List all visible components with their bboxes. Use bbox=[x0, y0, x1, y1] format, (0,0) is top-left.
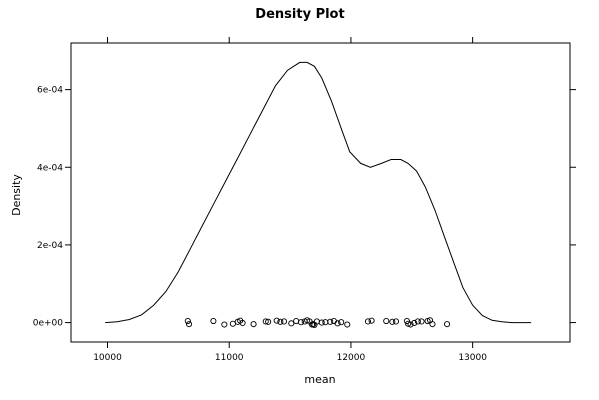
rug-point bbox=[322, 319, 329, 326]
density-line bbox=[105, 61, 532, 324]
y-tick-label: 6e-04 bbox=[37, 86, 63, 96]
rug-point bbox=[280, 318, 288, 325]
rug-point bbox=[368, 317, 375, 324]
plot-frame bbox=[70, 42, 571, 343]
rug-point bbox=[277, 318, 284, 325]
rug-point bbox=[265, 318, 272, 325]
rug-point bbox=[239, 319, 246, 327]
rug-point bbox=[338, 319, 345, 326]
rug-point bbox=[184, 317, 191, 325]
chart-title: Density Plot bbox=[255, 7, 344, 22]
rug-point bbox=[418, 318, 425, 325]
rug-point bbox=[297, 319, 305, 326]
rug-point bbox=[293, 317, 300, 325]
rug-point bbox=[344, 321, 351, 328]
y-tick-label: 0e+00 bbox=[33, 319, 64, 329]
rug-point bbox=[288, 320, 295, 327]
rug-point bbox=[210, 317, 217, 325]
rug-point bbox=[392, 318, 400, 325]
rug-point bbox=[389, 318, 396, 325]
rug-point bbox=[221, 321, 228, 328]
rug-point bbox=[327, 318, 334, 325]
rug-point bbox=[318, 319, 325, 326]
rug-point bbox=[273, 317, 280, 324]
rug-point bbox=[444, 321, 451, 328]
x-axis-title: mean bbox=[304, 373, 335, 386]
rug-point bbox=[364, 318, 372, 325]
x-tick-label: 13000 bbox=[458, 353, 487, 363]
rug-point bbox=[186, 321, 193, 328]
x-tick-label: 12000 bbox=[337, 353, 366, 363]
rug-point bbox=[262, 318, 269, 325]
rug-point bbox=[229, 320, 236, 327]
y-tick-label: 4e-04 bbox=[37, 163, 63, 173]
y-tick-label: 2e-04 bbox=[37, 241, 63, 251]
rug-point bbox=[334, 320, 341, 327]
x-tick-label: 11000 bbox=[215, 353, 244, 363]
rug-point bbox=[407, 321, 414, 328]
rug-point bbox=[383, 317, 390, 325]
chart-marks: 10000 11000 12000 13000 0e+00 2e-04 4e-04 6e-04 bbox=[33, 37, 576, 363]
rug-point bbox=[411, 319, 418, 327]
rug-point bbox=[414, 318, 421, 325]
x-tick-label: 10000 bbox=[93, 353, 122, 363]
rug-point bbox=[429, 321, 436, 328]
y-axis-title: Density bbox=[10, 174, 23, 216]
rug-point bbox=[250, 321, 257, 328]
